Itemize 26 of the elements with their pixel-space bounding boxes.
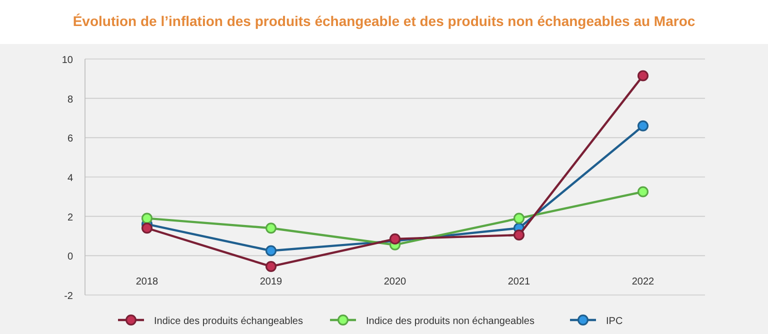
legend-label: Indice des produits non échangeables bbox=[366, 316, 534, 327]
y-tick-label: 10 bbox=[62, 55, 74, 66]
point bbox=[141, 222, 153, 234]
point bbox=[637, 186, 649, 198]
legend-label: IPC bbox=[606, 316, 623, 327]
y-tick-label: 6 bbox=[67, 134, 74, 145]
x-tick-label: 2022 bbox=[632, 276, 655, 288]
x-tick-label: 2018 bbox=[136, 276, 159, 288]
y-tick-label: 8 bbox=[67, 94, 74, 106]
point bbox=[513, 230, 525, 241]
y-tick-label: 0 bbox=[67, 252, 74, 263]
legend-label: Indice des produits échangeables bbox=[154, 316, 303, 327]
x-tick-label: 2021 bbox=[508, 276, 531, 288]
point bbox=[637, 120, 649, 132]
point bbox=[141, 212, 153, 224]
y-tick-label: -2 bbox=[64, 291, 74, 302]
point bbox=[265, 260, 277, 272]
point bbox=[637, 70, 649, 82]
y-tick-label: 4 bbox=[67, 173, 74, 184]
point bbox=[513, 212, 525, 224]
y-tick-label: 2 bbox=[67, 212, 74, 224]
point bbox=[265, 222, 277, 234]
x-tick-label: 2019 bbox=[260, 276, 283, 288]
x-tick-label: 2020 bbox=[384, 276, 407, 288]
point bbox=[265, 245, 277, 256]
chart-title: Évolution de l’inflation des produits échangeable et des produits non échangeables au Maroc bbox=[72, 13, 696, 29]
